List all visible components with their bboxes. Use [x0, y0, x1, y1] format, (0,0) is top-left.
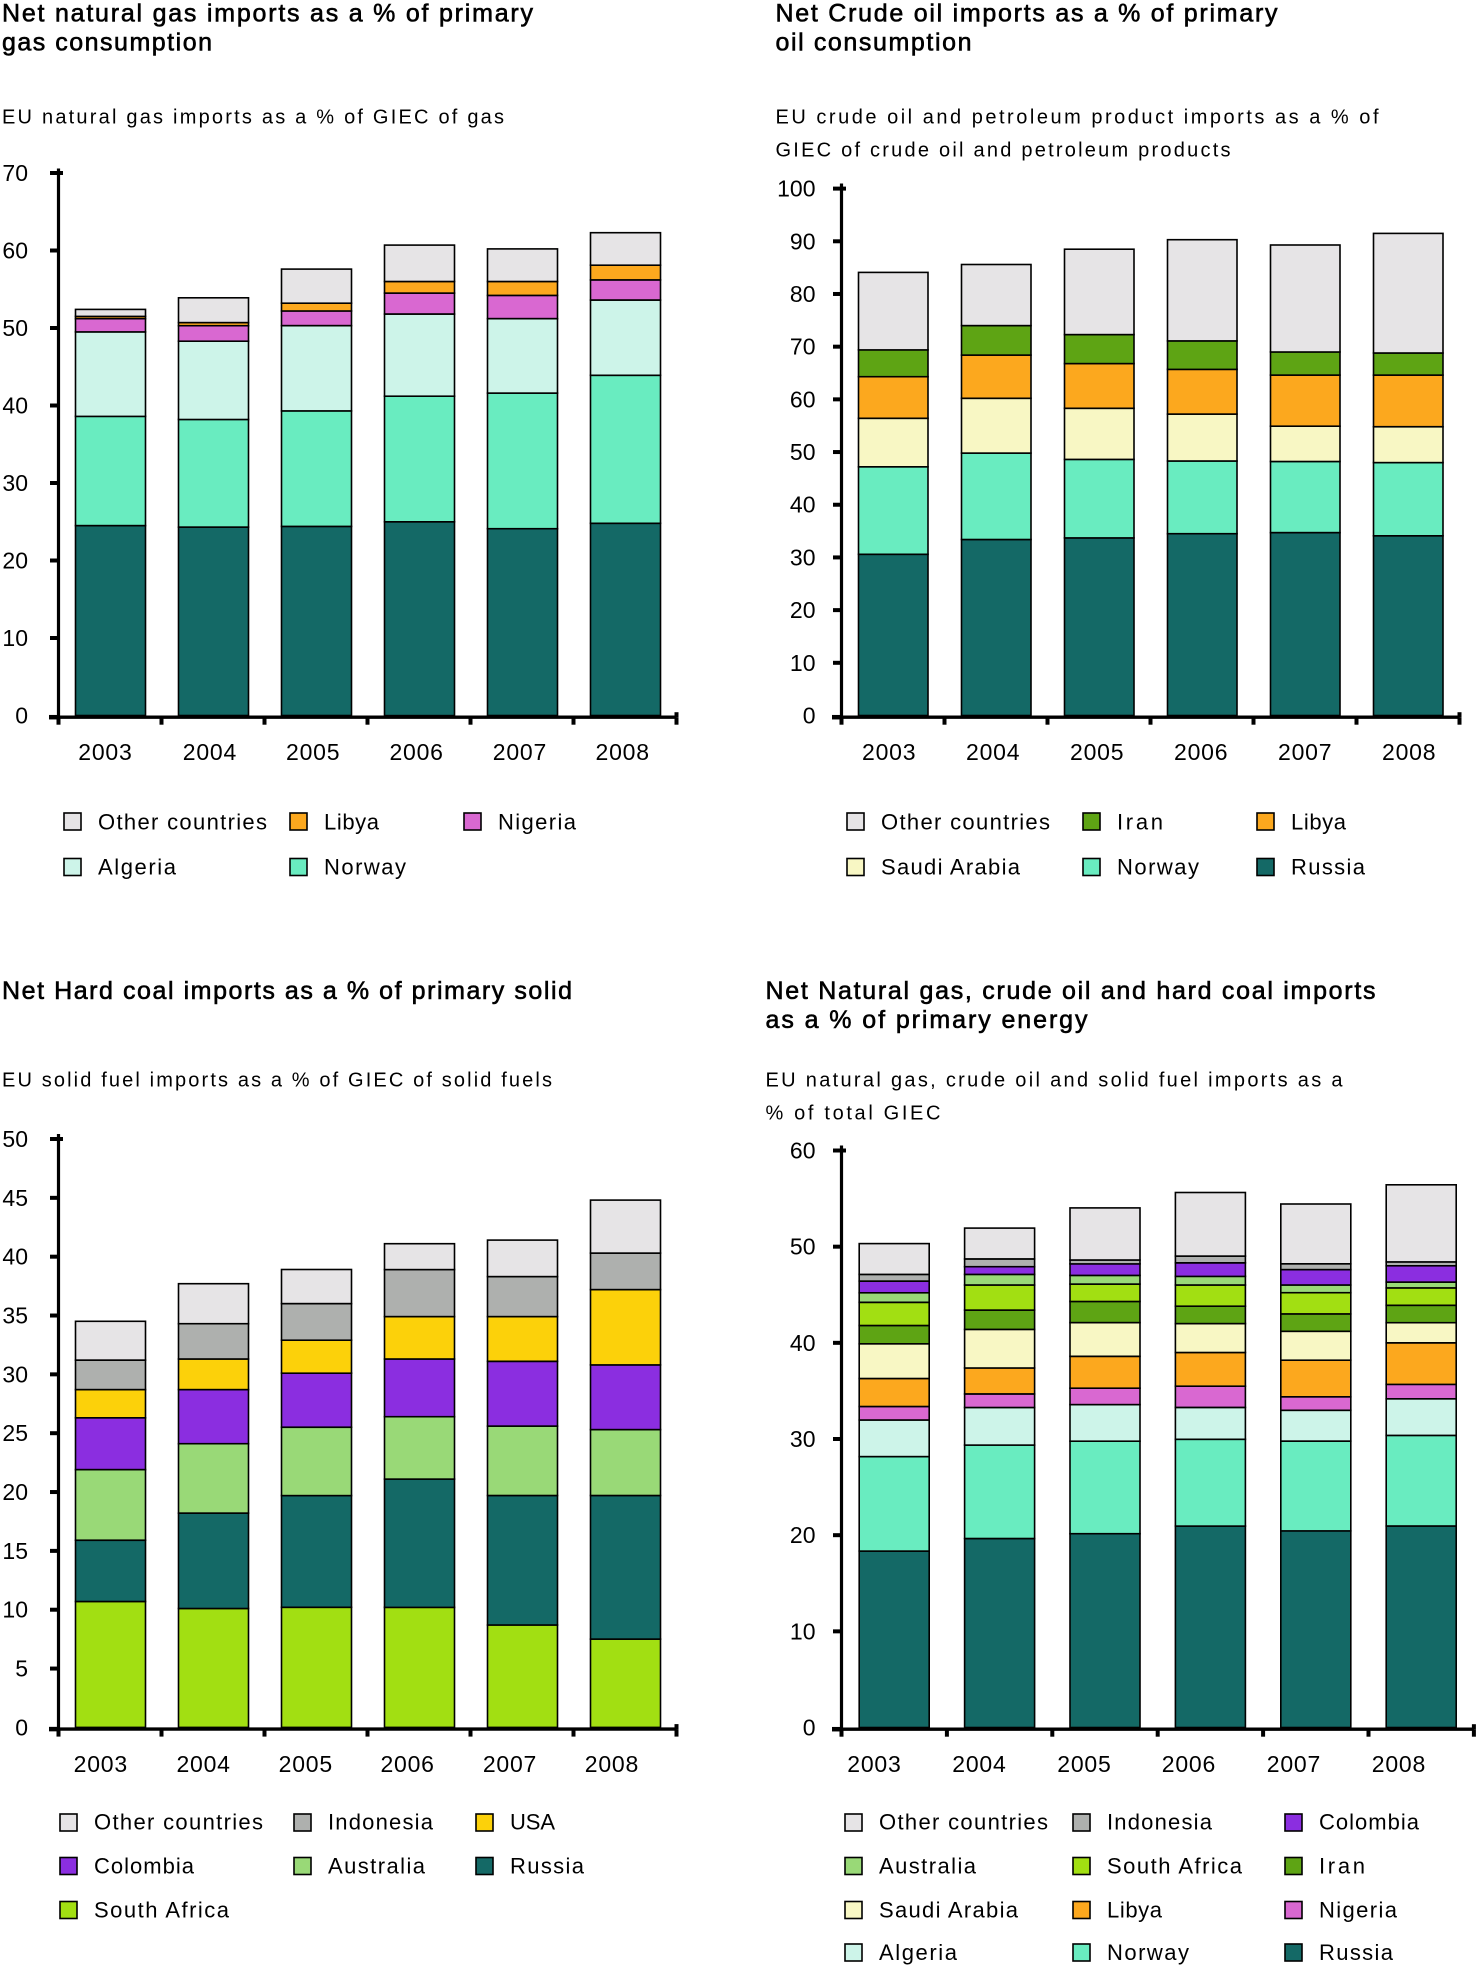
svg-text:0: 0 [803, 1715, 816, 1741]
svg-text:2007: 2007 [1278, 739, 1332, 765]
svg-text:2008: 2008 [585, 1751, 639, 1777]
svg-text:Russia: Russia [1291, 855, 1366, 880]
svg-text:2006: 2006 [389, 739, 443, 765]
svg-text:25: 25 [2, 1420, 28, 1446]
svg-text:Libya: Libya [1291, 810, 1347, 835]
svg-text:Indonesia: Indonesia [1107, 1810, 1213, 1835]
svg-text:EU crude oil and petroleum pr: EU crude oil and petroleum product impor… [776, 107, 1379, 129]
svg-text:45: 45 [2, 1185, 28, 1211]
svg-text:Algeria: Algeria [879, 1940, 958, 1965]
svg-text:Net Crude oil imports as a % o: Net Crude oil imports as a % of primary [776, 0, 1279, 28]
svg-text:2005: 2005 [1070, 739, 1124, 765]
svg-text:50: 50 [790, 439, 816, 465]
svg-text:Nigeria: Nigeria [498, 810, 577, 835]
svg-text:40: 40 [2, 1244, 28, 1270]
svg-text:Saudi Arabia: Saudi Arabia [881, 855, 1021, 880]
svg-text:Other countries: Other countries [879, 1810, 1048, 1835]
svg-text:30: 30 [790, 544, 816, 570]
svg-text:2003: 2003 [847, 1751, 901, 1777]
svg-text:2007: 2007 [1267, 1751, 1321, 1777]
svg-text:2008: 2008 [1382, 739, 1436, 765]
svg-text:Norway: Norway [324, 855, 406, 880]
svg-text:2003: 2003 [862, 739, 916, 765]
svg-text:30: 30 [2, 470, 28, 496]
svg-text:Other countries: Other countries [94, 1810, 263, 1835]
svg-text:Nigeria: Nigeria [1319, 1898, 1398, 1923]
svg-text:30: 30 [2, 1361, 28, 1387]
svg-text:GIEC of crude oil and petroleu: GIEC of crude oil and petroleum products [776, 140, 1231, 162]
svg-text:EU solid fuel imports as a % o: EU solid fuel imports as a % of GIEC of … [2, 1070, 552, 1092]
svg-text:20: 20 [790, 597, 816, 623]
svg-text:oil consumption: oil consumption [776, 29, 972, 57]
svg-text:70: 70 [790, 334, 816, 360]
svg-text:35: 35 [2, 1303, 28, 1329]
svg-text:Other countries: Other countries [881, 810, 1050, 835]
svg-text:100: 100 [777, 176, 815, 202]
svg-text:0: 0 [15, 703, 28, 729]
svg-text:2008: 2008 [1372, 1751, 1426, 1777]
svg-text:Libya: Libya [324, 810, 380, 835]
svg-text:60: 60 [790, 386, 816, 412]
svg-text:USA: USA [510, 1810, 555, 1835]
svg-text:South Africa: South Africa [1107, 1854, 1243, 1879]
svg-text:70: 70 [2, 160, 28, 186]
svg-text:10: 10 [2, 1597, 28, 1623]
svg-text:Russia: Russia [1319, 1940, 1394, 1965]
svg-text:2004: 2004 [183, 739, 237, 765]
svg-text:Colombia: Colombia [1319, 1810, 1420, 1835]
svg-text:Australia: Australia [328, 1854, 426, 1879]
svg-text:10: 10 [790, 1618, 816, 1644]
svg-text:2004: 2004 [952, 1751, 1006, 1777]
svg-text:Saudi Arabia: Saudi Arabia [879, 1898, 1019, 1923]
svg-text:40: 40 [790, 492, 816, 518]
svg-text:2006: 2006 [1162, 1751, 1216, 1777]
svg-text:90: 90 [790, 228, 816, 254]
svg-text:Other countries: Other countries [98, 810, 267, 835]
svg-text:2005: 2005 [286, 739, 340, 765]
svg-text:as a % of primary energy: as a % of primary energy [766, 1006, 1089, 1034]
svg-text:Net natural gas imports as a %: Net natural gas imports as a % of primar… [2, 0, 534, 28]
svg-text:2003: 2003 [74, 1751, 127, 1777]
svg-text:20: 20 [2, 548, 28, 574]
svg-text:2007: 2007 [493, 739, 547, 765]
svg-text:10: 10 [790, 650, 816, 676]
svg-text:2006: 2006 [380, 1751, 434, 1777]
svg-text:2006: 2006 [1174, 739, 1228, 765]
svg-text:2003: 2003 [78, 739, 132, 765]
svg-text:40: 40 [790, 1330, 816, 1356]
svg-text:50: 50 [2, 315, 28, 341]
svg-text:2007: 2007 [483, 1751, 536, 1777]
svg-text:80: 80 [790, 281, 816, 307]
svg-text:60: 60 [2, 238, 28, 264]
svg-text:0: 0 [15, 1714, 28, 1740]
svg-text:2008: 2008 [596, 739, 650, 765]
svg-text:20: 20 [790, 1522, 816, 1548]
svg-text:Russia: Russia [510, 1854, 585, 1879]
svg-text:Net Natural gas, crude oil and: Net Natural gas, crude oil and hard coal… [766, 977, 1376, 1005]
svg-text:15: 15 [2, 1538, 28, 1564]
svg-text:30: 30 [790, 1426, 816, 1452]
svg-text:Colombia: Colombia [94, 1854, 195, 1879]
svg-text:gas consumption: gas consumption [2, 29, 212, 57]
svg-text:2005: 2005 [1057, 1751, 1111, 1777]
svg-text:Norway: Norway [1107, 1940, 1189, 1965]
svg-text:20: 20 [2, 1479, 28, 1505]
svg-text:Libya: Libya [1107, 1898, 1163, 1923]
svg-text:60: 60 [790, 1138, 816, 1164]
svg-text:2004: 2004 [966, 739, 1020, 765]
svg-text:0: 0 [803, 703, 816, 729]
svg-text:Indonesia: Indonesia [328, 1810, 434, 1835]
svg-text:10: 10 [2, 625, 28, 651]
svg-text:Net Hard coal imports as a % o: Net Hard coal imports as a % of primary … [2, 977, 572, 1005]
svg-text:Algeria: Algeria [98, 855, 177, 880]
svg-text:50: 50 [790, 1234, 816, 1260]
svg-text:2005: 2005 [279, 1751, 333, 1777]
svg-text:5: 5 [15, 1656, 28, 1682]
svg-text:50: 50 [2, 1126, 28, 1152]
svg-text:2004: 2004 [176, 1751, 230, 1777]
svg-text:South Africa: South Africa [94, 1898, 230, 1923]
svg-text:Norway: Norway [1117, 855, 1199, 880]
svg-text:40: 40 [2, 393, 28, 419]
svg-text:Australia: Australia [879, 1854, 977, 1879]
